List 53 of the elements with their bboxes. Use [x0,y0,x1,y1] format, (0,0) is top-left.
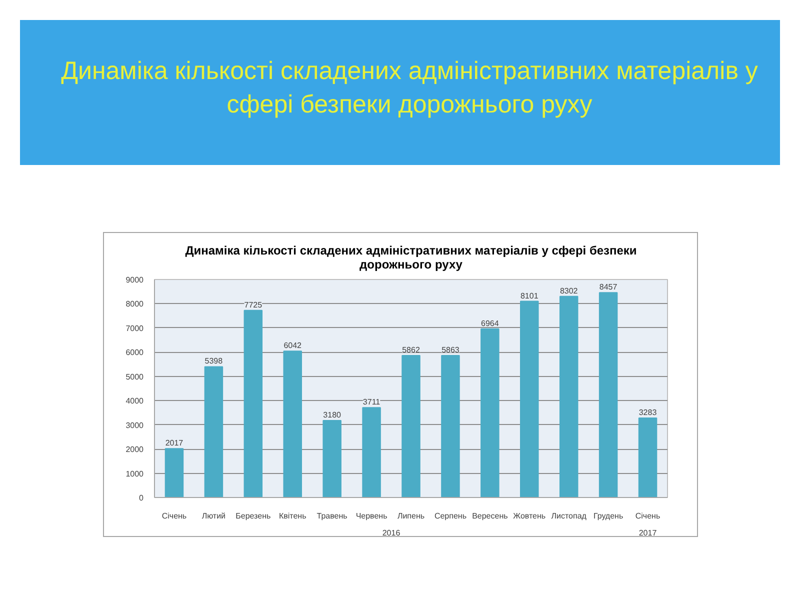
data-label: 3711 [362,398,381,407]
bar [362,407,381,498]
x-tick-label: Лютий [202,512,226,520]
y-tick-label: 4000 [126,396,144,406]
y-tick-label: 7000 [126,324,144,333]
bar [520,300,539,498]
bar [559,296,578,498]
data-label: 2017 [165,438,184,448]
chart-title: Динаміка кількості складених адміністративних матеріалів у сфері безпеки дорожнього руху [185,244,637,272]
x-tick-label: Травень [316,512,348,520]
data-label: 3180 [323,410,342,420]
x-tick-label: Серпень [434,512,466,520]
y-tick-label: 9000 [126,276,144,284]
y-tick-label: 6000 [126,348,144,358]
x-tick-label: Березень [236,512,271,520]
data-label: 7725 [244,300,263,310]
text: 2016 [382,528,401,538]
y-tick-label: 0 [139,494,144,502]
x-tick-label: Січень [162,512,187,520]
data-label: 6964 [481,318,500,328]
bar [322,420,342,498]
bar [283,350,302,498]
data-label: 5862 [402,346,420,355]
x-tick-label: Червень [356,512,388,520]
data-label: 5398 [204,356,224,366]
x-tick-label: Січень [635,512,660,520]
text: 2017 [638,528,658,538]
bar [244,310,263,498]
data-label: 5863 [442,345,460,354]
x-tick-label: Квітень [278,512,306,520]
y-tick-label: 3000 [126,420,144,430]
bar [164,448,184,498]
data-label: 8457 [599,282,618,292]
data-label: 8302 [560,286,578,296]
y-tick-label: 2000 [126,445,144,454]
y-tick-label: 5000 [126,372,144,382]
x-tick-label: Липень [397,512,425,520]
y-tick-label: 1000 [126,469,144,478]
data-label: 8101 [520,291,539,300]
x-tick-label: Грудень [593,512,624,520]
x-tick-label: Вересень [472,512,508,520]
data-label: 3283 [638,408,658,417]
bar [480,328,500,498]
bar [638,417,658,498]
bar [441,354,460,498]
x-tick-label: Жовтень [513,512,546,520]
bar [598,292,618,498]
data-label: 6042 [284,341,302,350]
y-tick-label: 8000 [126,300,144,309]
chart-subtitle: Динаміка кількості складених адміністративних матеріалів у сфері безпеки дорожнього руху [61,56,758,118]
x-tick-label: Листопад [551,512,587,520]
bar [402,355,420,498]
bar [204,366,224,498]
